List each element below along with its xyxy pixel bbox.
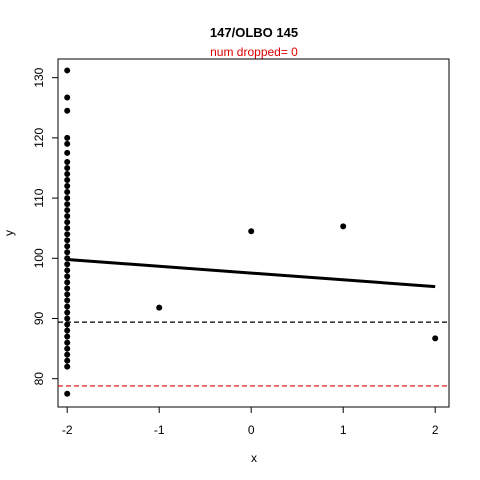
data-point xyxy=(64,261,71,268)
data-point xyxy=(64,303,71,310)
plot-frame xyxy=(57,58,450,408)
data-point xyxy=(64,267,71,274)
data-point xyxy=(64,158,71,165)
data-point xyxy=(64,297,71,304)
chart-title: 147/OLBO 145 xyxy=(210,25,298,40)
y-tick-label: 90 xyxy=(32,312,46,326)
data-point xyxy=(64,213,71,220)
data-point xyxy=(64,225,71,232)
data-point xyxy=(64,273,71,280)
data-point xyxy=(432,335,439,342)
data-point xyxy=(64,107,71,114)
chart-subtitle: num dropped= 0 xyxy=(210,45,298,59)
data-point xyxy=(64,255,71,262)
data-point xyxy=(64,201,71,208)
data-point xyxy=(156,304,163,311)
x-tick-label: -2 xyxy=(62,423,73,437)
y-tick-label: 110 xyxy=(32,188,46,207)
data-point xyxy=(64,291,71,298)
data-point xyxy=(64,183,71,190)
data-point xyxy=(64,345,71,352)
data-point xyxy=(340,223,347,230)
x-axis-label: x xyxy=(251,451,257,465)
data-point xyxy=(64,67,71,74)
regression-line xyxy=(67,257,436,289)
data-point xyxy=(64,357,71,364)
data-point xyxy=(64,321,71,328)
data-point xyxy=(248,228,255,235)
plot-area: -2 -1 0 1 2 80 90 100 110 120 130 xyxy=(32,58,450,437)
data-point xyxy=(64,134,71,141)
x-tick-label: 1 xyxy=(340,423,347,437)
data-point xyxy=(64,219,71,226)
data-point xyxy=(64,237,71,244)
data-point xyxy=(64,309,71,316)
data-point xyxy=(64,279,71,286)
y-axis-label: y xyxy=(2,230,16,236)
x-tick-label: -1 xyxy=(154,423,165,437)
data-point xyxy=(64,164,71,171)
data-point xyxy=(64,327,71,334)
y-tick-label: 130 xyxy=(32,67,46,87)
x-tick-label: 2 xyxy=(432,423,439,437)
data-point xyxy=(64,315,71,322)
data-point xyxy=(64,94,71,101)
data-point xyxy=(64,195,71,202)
data-point xyxy=(64,189,71,196)
data-point xyxy=(64,231,71,238)
y-tick-label: 120 xyxy=(32,128,46,148)
data-point xyxy=(64,249,71,256)
data-point xyxy=(64,333,71,340)
data-point xyxy=(64,140,71,147)
y-tick-label: 80 xyxy=(32,372,46,386)
data-point xyxy=(64,390,71,397)
data-point xyxy=(64,285,71,292)
x-tick-label: 0 xyxy=(248,423,255,437)
data-point xyxy=(64,207,71,214)
data-point xyxy=(64,351,71,358)
data-point xyxy=(64,339,71,346)
y-tick-label: 100 xyxy=(32,248,46,268)
data-point xyxy=(64,363,71,370)
data-point xyxy=(64,177,71,184)
data-point xyxy=(64,243,71,250)
data-point xyxy=(64,149,71,156)
data-point xyxy=(64,170,71,177)
